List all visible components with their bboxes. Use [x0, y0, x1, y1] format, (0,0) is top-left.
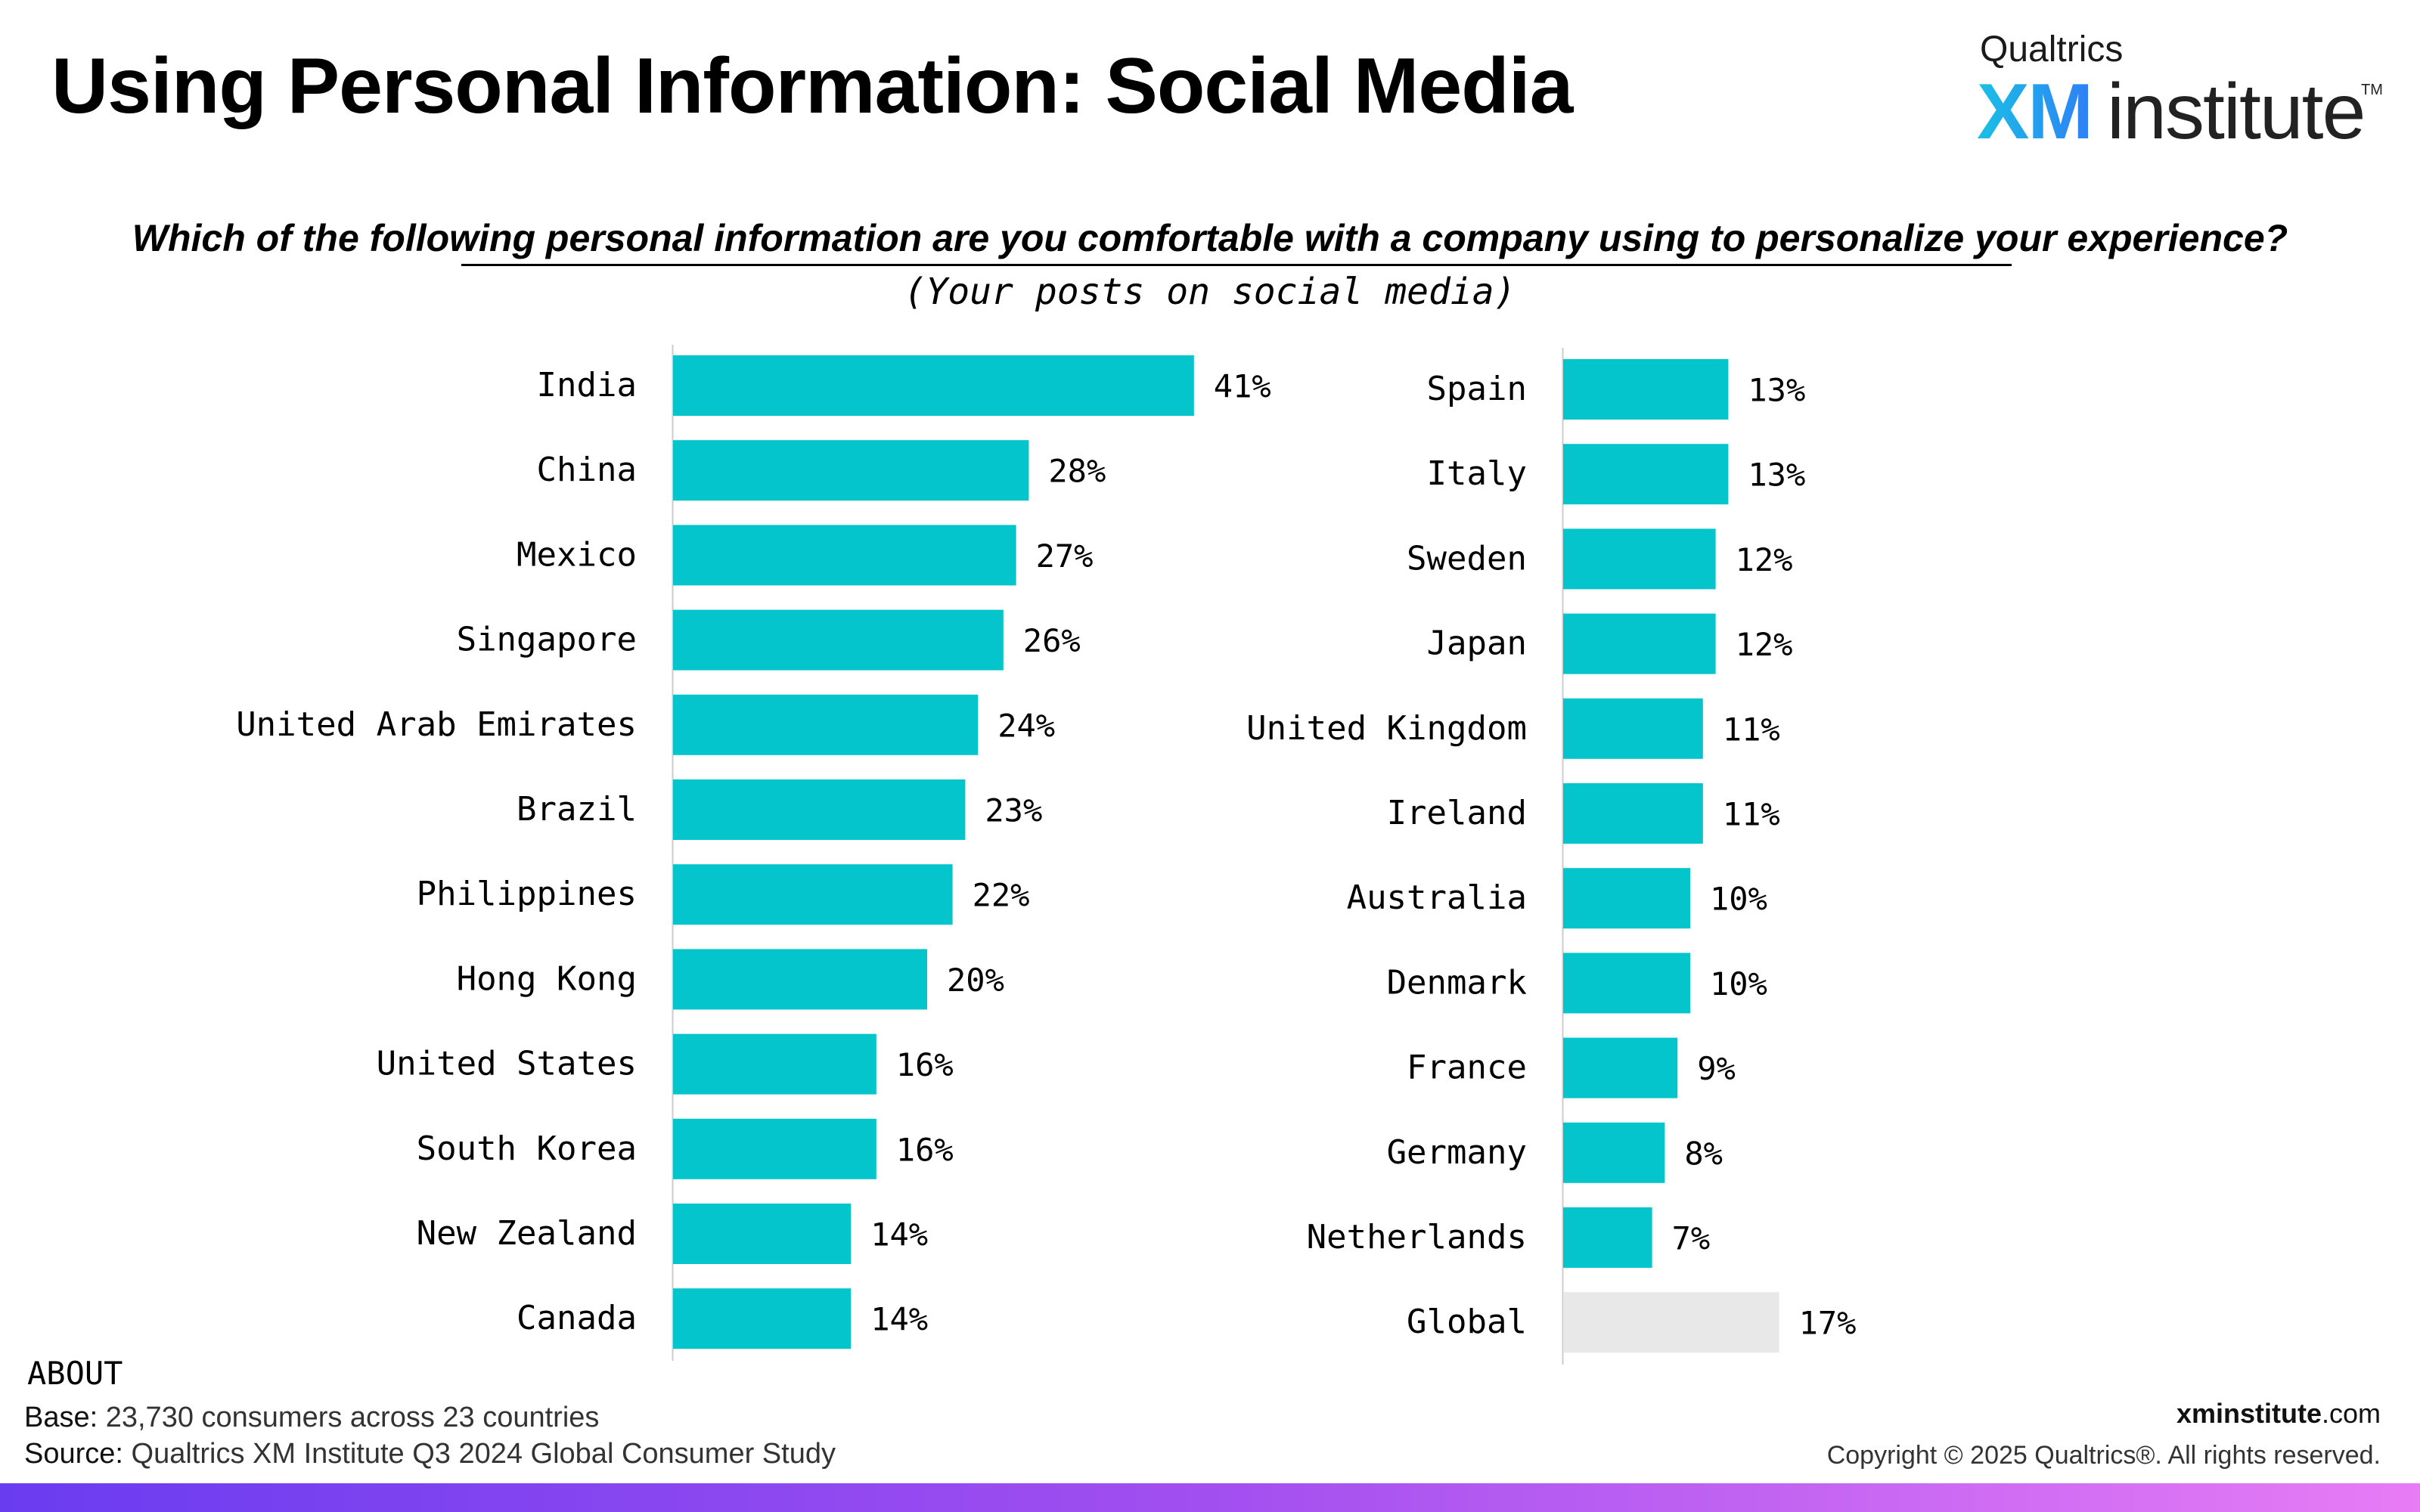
base-note: Base: 23,730 consumers across 23 countri…	[24, 1403, 599, 1432]
category-label-new-zealand: New Zealand	[417, 1214, 637, 1253]
logo-trademark: TM	[2361, 82, 2383, 98]
bar-ireland	[1563, 783, 1703, 844]
bar-china	[673, 440, 1029, 501]
value-label-france: 9%	[1697, 1050, 1736, 1087]
category-label-south-korea: South Korea	[417, 1129, 637, 1168]
value-label-ireland: 11%	[1723, 796, 1780, 833]
bar-germany	[1563, 1122, 1665, 1183]
website-link[interactable]: xminstitute.com	[2176, 1400, 2381, 1427]
value-label-spain: 13%	[1748, 372, 1805, 409]
base-value: 23,730 consumers across 23 countries	[105, 1402, 600, 1433]
bar-new-zealand	[673, 1204, 852, 1264]
category-label-france: France	[1407, 1049, 1527, 1087]
category-label-united-arab-emirates: United Arab Emirates	[236, 705, 637, 744]
value-label-netherlands: 7%	[1672, 1220, 1711, 1257]
value-label-global: 17%	[1799, 1305, 1857, 1342]
bar-france	[1563, 1037, 1678, 1098]
source-note: Source: Qualtrics XM Institute Q3 2024 G…	[24, 1439, 836, 1468]
bar-singapore	[673, 609, 1004, 671]
category-label-mexico: Mexico	[517, 535, 637, 574]
value-label-united-kingdom: 11%	[1723, 711, 1780, 748]
bottom-gradient-bar	[0, 1483, 2420, 1512]
value-label-mexico: 27%	[1036, 538, 1094, 575]
category-label-spain: Spain	[1427, 370, 1527, 408]
bar-global	[1563, 1292, 1779, 1353]
category-label-india: India	[537, 366, 637, 404]
value-label-germany: 8%	[1684, 1135, 1723, 1172]
value-label-india: 41%	[1214, 368, 1271, 405]
value-label-sweden: 12%	[1736, 541, 1793, 578]
bar-denmark	[1563, 953, 1690, 1014]
value-label-new-zealand: 14%	[870, 1216, 928, 1253]
value-label-china: 28%	[1048, 453, 1106, 490]
value-label-japan: 12%	[1736, 626, 1793, 663]
value-label-united-states: 16%	[896, 1046, 954, 1083]
value-label-philippines: 22%	[973, 877, 1030, 914]
value-label-australia: 10%	[1710, 881, 1767, 918]
category-label-singapore: Singapore	[457, 621, 637, 659]
about-heading: ABOUT	[27, 1355, 123, 1392]
survey-question: Which of the following personal informat…	[132, 217, 2288, 259]
category-label-united-states: United States	[377, 1045, 637, 1083]
value-label-hong-kong: 20%	[947, 962, 1004, 999]
qualtrics-xm-institute-logo: Qualtrics XM institute TM	[1977, 29, 2385, 156]
bar-sweden	[1563, 528, 1716, 590]
logo-institute-text: institute	[2107, 68, 2366, 156]
value-label-south-korea: 16%	[896, 1131, 954, 1168]
page-title: Using Personal Information: Social Media	[51, 42, 1573, 130]
category-label-canada: Canada	[517, 1299, 637, 1337]
category-label-italy: Italy	[1427, 454, 1527, 493]
value-label-united-arab-emirates: 24%	[997, 707, 1055, 744]
category-label-hong-kong: Hong Kong	[457, 959, 637, 998]
source-value: Qualtrics XM Institute Q3 2024 Global Co…	[131, 1438, 836, 1470]
bar-japan	[1563, 613, 1716, 674]
category-label-australia: Australia	[1347, 878, 1527, 917]
copyright-notice: Copyright © 2025 Qualtrics®. All rights …	[1826, 1441, 2381, 1470]
bar-india	[673, 355, 1194, 416]
category-label-germany: Germany	[1387, 1133, 1527, 1172]
website-bold: xminstitute	[2176, 1398, 2322, 1429]
bar-brazil	[673, 779, 966, 840]
survey-subquestion: (Your posts on social media)	[904, 271, 1516, 313]
category-label-netherlands: Netherlands	[1307, 1218, 1527, 1256]
bar-australia	[1563, 868, 1690, 929]
category-label-philippines: Philippines	[417, 875, 637, 913]
value-label-brazil: 23%	[985, 792, 1042, 829]
value-label-canada: 14%	[870, 1301, 928, 1338]
bar-spain	[1563, 359, 1729, 420]
bar-hong-kong	[673, 949, 927, 1010]
bar-philippines	[673, 864, 953, 925]
bar-netherlands	[1563, 1207, 1652, 1268]
bar-mexico	[673, 525, 1016, 586]
category-label-denmark: Denmark	[1387, 963, 1527, 1002]
base-label: Base:	[24, 1402, 98, 1433]
category-label-united-kingdom: United Kingdom	[1246, 709, 1527, 748]
value-label-singapore: 26%	[1023, 622, 1081, 659]
category-label-ireland: Ireland	[1387, 794, 1527, 832]
logo-qualtrics-text: Qualtrics	[1980, 29, 2124, 70]
bar-united-arab-emirates	[673, 694, 979, 755]
value-label-denmark: 10%	[1710, 965, 1767, 1002]
bar-united-states	[673, 1033, 876, 1095]
bar-south-korea	[673, 1118, 876, 1179]
category-label-brazil: Brazil	[517, 790, 637, 829]
bar-united-kingdom	[1563, 698, 1703, 759]
source-label: Source:	[24, 1438, 123, 1470]
bar-italy	[1563, 444, 1729, 505]
website-domain: .com	[2321, 1398, 2381, 1429]
bar-chart: India 41% China 28% Mexico 27% Singapore 26% Uni…	[236, 345, 1857, 1365]
question-underline	[461, 264, 2012, 266]
category-label-sweden: Sweden	[1407, 539, 1527, 578]
value-label-italy: 13%	[1748, 457, 1805, 494]
category-label-china: China	[537, 451, 637, 489]
bar-canada	[673, 1288, 852, 1349]
logo-xm-text: XM	[1977, 68, 2093, 156]
category-label-japan: Japan	[1427, 624, 1527, 663]
category-label-global: Global	[1407, 1303, 1527, 1341]
